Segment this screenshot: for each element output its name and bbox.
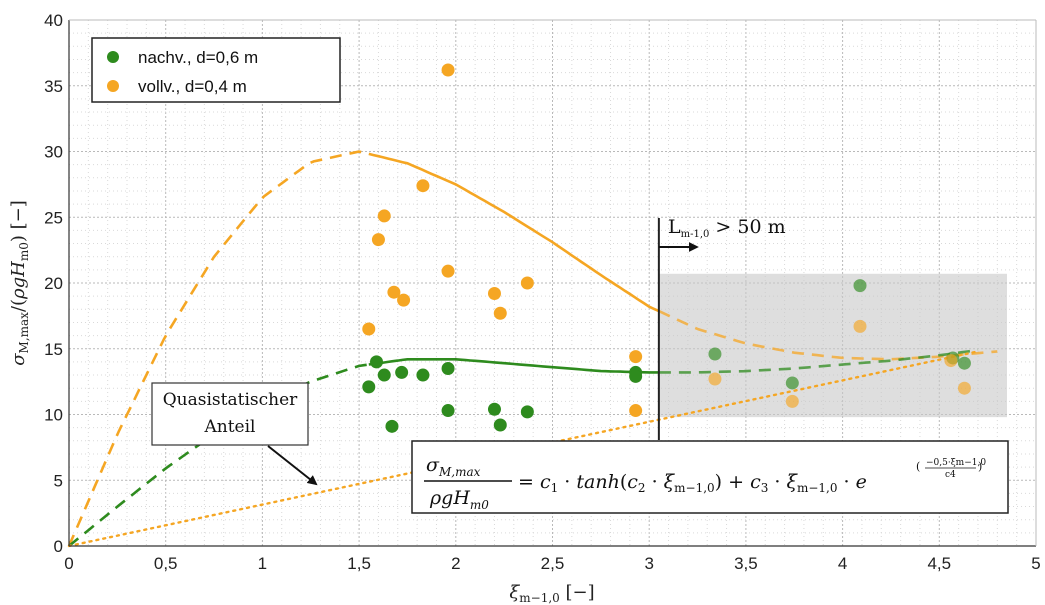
tick-labels: 0 0,5 1 1,5 2 2,5 3 3,5 4 4,5 5 0 5 10 15 20 25 30 35 40 [44, 11, 1041, 573]
data-point-vollv [487, 287, 501, 301]
data-point-vollv [441, 264, 455, 278]
data-point-vollv [387, 285, 401, 299]
data-point-nachv [487, 402, 501, 416]
axes [68, 19, 1037, 547]
y-tick-label: 20 [44, 274, 63, 293]
wave-length-label: Lm-1,0 > 50 m [668, 216, 786, 240]
data-point-vollv [629, 350, 643, 364]
data-point-nachv [395, 365, 409, 379]
data-point-nachv [377, 368, 391, 382]
fit-curve-1-solid [368, 358, 659, 374]
formula-exponent-den: c4 [945, 470, 956, 480]
data-point-vollv [853, 319, 867, 333]
data-point-vollv [629, 404, 643, 418]
data-point-vollv [957, 381, 971, 395]
legend: nachv., d=0,6 m vollv., d=0,4 m [91, 37, 341, 103]
data-point-nachv [385, 419, 399, 433]
wave-length-label-sub: m-1,0 [681, 229, 710, 240]
x-tick-label: 2,5 [541, 554, 565, 573]
y-tick-label: 15 [44, 340, 63, 359]
legend-marker-nachv [107, 51, 119, 63]
formula-exponent-close: ) [978, 460, 982, 473]
x-tick-label: 2 [451, 554, 460, 573]
data-point-nachv [441, 361, 455, 375]
legend-marker-vollv [107, 80, 119, 92]
quasistatic-annotation: Quasistatischer Anteil [151, 382, 318, 486]
legend-box [91, 37, 341, 103]
y-tick-label: 30 [44, 143, 63, 162]
x-tick-label: 5 [1031, 554, 1040, 573]
fit-curve-0-dashed-left [67, 150, 370, 547]
formula-numerator: σM,max [426, 454, 481, 479]
quasistatic-arrow [267, 445, 318, 486]
fit-curve-1-dashed-right [658, 348, 979, 374]
data-point-vollv [371, 233, 385, 247]
data-point-nachv [416, 368, 430, 382]
y-tick-label: 0 [54, 537, 63, 556]
data-point-vollv [397, 293, 411, 307]
data-point-nachv [493, 418, 507, 432]
data-point-nachv [629, 369, 643, 383]
y-tick-label: 5 [54, 471, 63, 490]
data-point-nachv [957, 356, 971, 370]
x-tick-label: 4 [838, 554, 847, 573]
x-tick-label: 3,5 [734, 554, 758, 573]
fit-curve-0-dashed-right [658, 309, 998, 361]
quasistatic-label-line1: Quasistatischer [163, 390, 298, 410]
data-point-vollv [362, 322, 376, 336]
shaded-region [658, 273, 1007, 418]
data-point-vollv [493, 306, 507, 320]
formula-exponent-num: −0,5·ξm−1,0 [926, 458, 986, 468]
quasistatic-label-line2: Anteil [204, 417, 256, 437]
data-point-nachv [708, 347, 722, 361]
data-point-vollv [944, 354, 958, 368]
y-tick-label: 40 [44, 11, 63, 30]
wave-length-label-L: L [668, 216, 681, 238]
fit-curve-0-solid [368, 152, 660, 313]
data-point-nachv [785, 376, 799, 390]
x-tick-label: 4,5 [927, 554, 951, 573]
formula-annotation: σM,max ρgHm0 = c1 · tanh(c2 · ξm−1,0) + … [411, 440, 1009, 514]
data-point-nachv [362, 380, 376, 394]
wave-length-label-rest: > 50 m [709, 216, 785, 238]
y-tick-label: 25 [44, 208, 63, 227]
data-point-vollv [416, 179, 430, 193]
data-point-vollv [441, 63, 455, 77]
data-point-vollv [377, 209, 391, 223]
data-point-nachv [853, 279, 867, 293]
x-tick-label: 0 [64, 554, 73, 573]
data-point-nachv [370, 355, 384, 369]
y-axis-label: σM,max/(ρgHm0) [−] [8, 200, 31, 366]
quasistatic-box [151, 382, 309, 446]
formula-box [411, 440, 1009, 514]
y-tick-label: 10 [44, 406, 63, 425]
data-point-vollv [520, 276, 534, 290]
data-point-vollv [785, 394, 799, 408]
formula-exponent: ( [916, 460, 920, 473]
data-point-nachv [441, 404, 455, 418]
y-tick-label: 35 [44, 77, 63, 96]
formula-rhs: = c1 · tanh(c2 · ξm−1,0) + c3 · ξm−1,0 ·… [518, 471, 867, 495]
legend-label-nachv: nachv., d=0,6 m [138, 48, 258, 67]
data-points [362, 63, 971, 433]
x-tick-label: 3 [644, 554, 653, 573]
data-point-nachv [520, 405, 534, 419]
data-point-vollv [708, 372, 722, 386]
legend-label-vollv: vollv., d=0,4 m [138, 77, 247, 96]
x-tick-label: 0,5 [154, 554, 178, 573]
x-axis-label: ξm−1,0 [−] [509, 582, 594, 605]
x-tick-label: 1 [258, 554, 267, 573]
x-tick-label: 1,5 [347, 554, 371, 573]
